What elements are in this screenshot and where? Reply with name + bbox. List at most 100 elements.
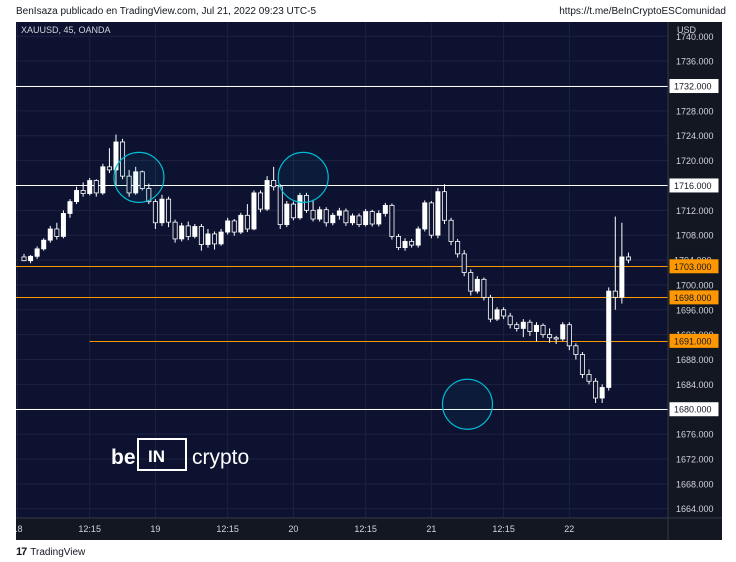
price-tag <box>669 333 719 348</box>
x-tick-label: 22 <box>564 524 574 534</box>
price-tag-label: 1691.000 <box>674 336 712 346</box>
top-bar: BenIsaza publicado en TradingView.com, J… <box>0 0 736 22</box>
candle-body <box>487 296 493 320</box>
community-link[interactable]: https://t.me/BeInCryptoESComunidad <box>559 6 726 17</box>
candle-body <box>527 321 533 332</box>
candle-body <box>606 290 612 388</box>
candle-body <box>317 209 323 220</box>
watermark-in-box <box>137 438 187 471</box>
y-tick-label: 1728.000 <box>676 106 714 116</box>
candle-body <box>67 201 73 214</box>
candle-body <box>566 324 572 347</box>
price-tag-label: 1703.000 <box>674 262 712 272</box>
candle-body <box>258 192 264 210</box>
candle-body <box>218 231 224 245</box>
candle-body <box>192 226 198 237</box>
watermark-crypto: crypto <box>192 446 249 469</box>
highlight-circle <box>441 378 494 430</box>
candle-body <box>297 195 303 219</box>
x-tick-label: 12:15 <box>492 524 515 534</box>
candle-body <box>376 213 382 225</box>
x-tick-label: 21 <box>426 524 436 534</box>
candle-body <box>343 210 349 224</box>
candle-body <box>579 354 585 375</box>
price-tag-label: 1732.000 <box>674 82 712 92</box>
candle-body <box>113 141 119 171</box>
candle-body <box>409 241 415 246</box>
candle-body <box>159 198 165 224</box>
y-tick-label: 1724.000 <box>676 131 714 141</box>
horizontal-levels <box>16 86 668 410</box>
y-tick-label: 1720.000 <box>676 156 714 166</box>
y-tick-label: 1688.000 <box>676 355 714 365</box>
price-tag-label: 1680.000 <box>674 405 712 415</box>
candle-body <box>501 309 507 317</box>
candle-body <box>514 324 520 329</box>
candle-body <box>166 198 172 223</box>
candle-body <box>284 203 290 226</box>
candle-body <box>619 256 625 298</box>
y-tick-label: 1708.000 <box>676 231 714 241</box>
candle-body <box>389 204 395 237</box>
candle-body <box>369 211 375 225</box>
candle-body <box>34 248 40 257</box>
price-tag-label: 1698.000 <box>674 293 712 303</box>
candle-body <box>422 202 428 230</box>
candle-body <box>172 221 178 240</box>
candle-body <box>152 201 158 224</box>
candle-body <box>106 166 112 171</box>
candle-body <box>310 209 316 220</box>
candle-body <box>100 166 106 194</box>
candlestick-chart[interactable]: be IN crypto 1740.000 1736.000 1732.000 172… <box>16 22 722 540</box>
candle-body <box>428 202 434 236</box>
y-tick-label: 1668.000 <box>676 479 714 489</box>
price-tag <box>669 79 719 94</box>
y-tick-label: 1664.000 <box>676 504 714 514</box>
publisher-caption: BenIsaza publicado en TradingView.com, J… <box>16 6 316 17</box>
x-tick-label: 20 <box>288 524 298 534</box>
y-tick-label: 1676.000 <box>676 430 714 440</box>
candle-body <box>363 211 369 226</box>
highlight-circle <box>113 151 165 203</box>
price-tag <box>669 178 719 193</box>
candle-body <box>74 190 80 203</box>
candle-body <box>290 203 296 219</box>
candle-body <box>586 374 592 382</box>
candle-body <box>21 256 27 262</box>
candle-body <box>28 255 34 262</box>
candle-body <box>212 233 218 245</box>
candle-body <box>573 345 579 355</box>
candle-body <box>395 236 401 249</box>
x-tick-label: 12:15 <box>216 524 239 534</box>
candle-body <box>481 278 487 298</box>
candle-body <box>612 290 618 298</box>
candle-body <box>139 171 145 189</box>
x-tick-label: 18 <box>16 524 22 534</box>
tradingview-brand[interactable]: TradingView <box>30 546 86 558</box>
candle-body <box>507 315 513 326</box>
candle-body <box>47 228 53 241</box>
candle-body <box>179 225 185 240</box>
highlight-circles <box>113 151 494 430</box>
plot-area <box>16 22 668 518</box>
candle-body <box>540 324 546 336</box>
candle-body <box>41 239 47 250</box>
x-tick-label: 12:15 <box>354 524 377 534</box>
candle-body <box>60 213 66 237</box>
candle-body <box>264 180 270 210</box>
candle-body <box>474 278 480 292</box>
beincrypto-watermark: be IN crypto <box>111 438 249 471</box>
candle-body <box>455 241 461 255</box>
candle-body <box>323 209 329 224</box>
candle-body <box>238 214 244 233</box>
candle-body <box>402 241 408 249</box>
candle-body <box>547 334 553 339</box>
candle-body <box>244 214 250 230</box>
candle-body <box>382 204 388 214</box>
y-tick-label: 1672.000 <box>676 454 714 464</box>
candles <box>21 134 631 404</box>
candle-body <box>225 220 231 233</box>
candle-body <box>553 337 559 340</box>
candle-body <box>599 387 605 399</box>
